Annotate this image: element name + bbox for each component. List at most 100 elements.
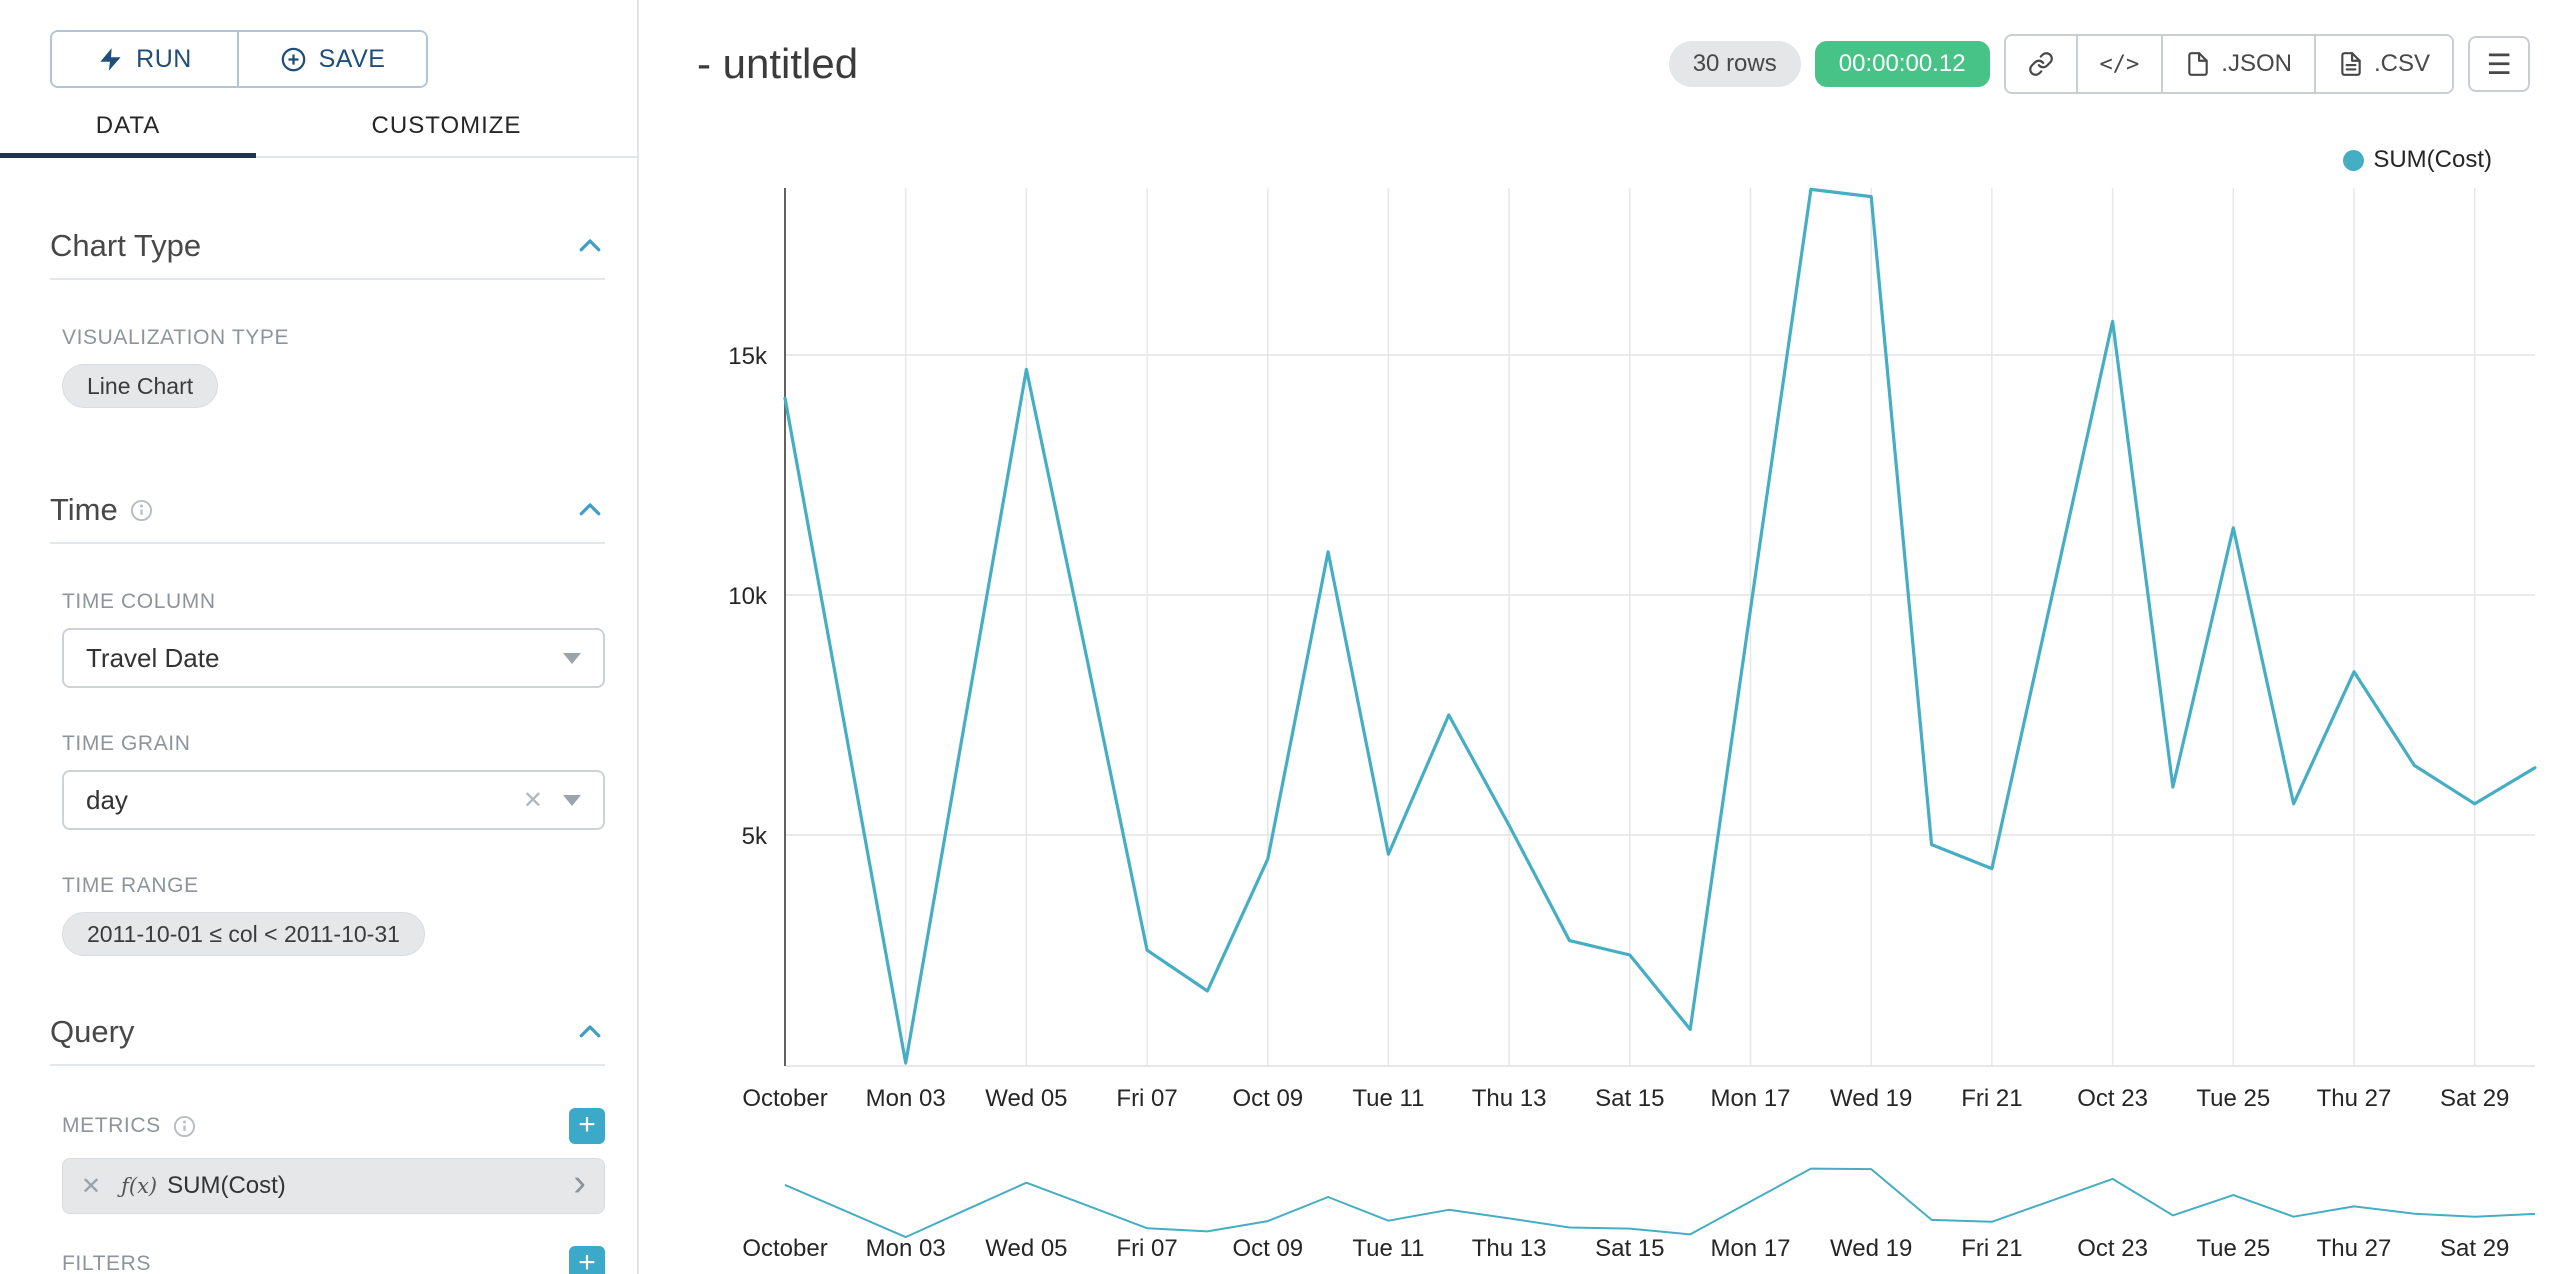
chart-gridlines [784, 188, 2535, 1067]
svg-text:Sat 15: Sat 15 [1595, 1235, 1664, 1262]
svg-text:Sat 15: Sat 15 [1595, 1085, 1664, 1112]
plus-circle-icon [281, 47, 305, 71]
section-title-time: Time [50, 492, 118, 527]
csv-file-icon [2341, 52, 2361, 76]
row-count-badge: 30 rows [1668, 41, 1801, 87]
run-button-label: RUN [136, 44, 192, 73]
mini-brush-chart[interactable] [784, 1167, 2536, 1239]
run-button[interactable]: RUN [52, 32, 239, 86]
svg-text:Mon 17: Mon 17 [1710, 1085, 1790, 1112]
run-save-button-group: RUN SAVE [50, 30, 428, 88]
svg-text:15k: 15k [728, 343, 768, 370]
tab-customize-label: CUSTOMIZE [371, 112, 522, 139]
fx-icon: ƒ(x) [121, 1174, 158, 1198]
tab-data[interactable]: DATA [0, 96, 256, 158]
viz-type-pill[interactable]: Line Chart [62, 364, 219, 408]
chart-axes: October October Mon 03 Mon 03 Wed 05 Wed 05 Fr… [728, 188, 2509, 1262]
bolt-icon [100, 47, 121, 71]
chart-panel: - untitled 30 rows 00:00:00.12 </> .JSON [639, 0, 2576, 1274]
tab-customize[interactable]: CUSTOMIZE [256, 96, 637, 156]
chart-header: - untitled 30 rows 00:00:00.12 </> .JSON [639, 0, 2576, 94]
svg-text:Thu 13: Thu 13 [1472, 1235, 1547, 1262]
filters-label-row: FILTERS + [62, 1246, 605, 1274]
export-button-group: </> .JSON .CSV [2003, 34, 2454, 94]
caret-down-icon [563, 794, 581, 806]
link-icon [2028, 52, 2053, 76]
main-line-series[interactable] [783, 187, 2537, 1065]
legend-dot [2343, 149, 2365, 171]
svg-text:October: October [742, 1085, 827, 1112]
svg-text:October: October [742, 1235, 827, 1262]
caret-down-icon [563, 652, 581, 664]
svg-text:Oct 09: Oct 09 [1232, 1085, 1303, 1112]
save-button[interactable]: SAVE [239, 32, 426, 86]
info-icon [130, 499, 152, 521]
code-icon: </> [2099, 51, 2140, 77]
section-time-header: Time [50, 492, 605, 528]
svg-text:Oct 23: Oct 23 [2077, 1235, 2148, 1262]
svg-text:Fri 21: Fri 21 [1961, 1085, 2022, 1112]
export-csv-button[interactable]: .CSV [2315, 36, 2452, 92]
chart-title[interactable]: - untitled [697, 40, 859, 87]
section-divider [50, 278, 605, 280]
svg-text:Oct 23: Oct 23 [2077, 1085, 2148, 1112]
export-json-label: .JSON [2221, 50, 2292, 77]
metrics-label: METRICS [62, 1114, 161, 1137]
time-grain-label: TIME GRAIN [62, 732, 191, 755]
svg-text:Wed 05: Wed 05 [985, 1235, 1067, 1262]
time-range-pill[interactable]: 2011-10-01 ≤ col < 2011-10-31 [62, 912, 425, 956]
svg-text:Thu 27: Thu 27 [2317, 1085, 2392, 1112]
query-actions: RUN SAVE [0, 0, 637, 88]
add-metric-button[interactable]: + [569, 1108, 605, 1144]
section-divider [50, 542, 605, 544]
section-chart-type-header: Chart Type [50, 228, 605, 264]
svg-text:Wed 19: Wed 19 [1830, 1235, 1912, 1262]
chevron-up-icon[interactable] [575, 495, 605, 525]
svg-text:Mon 17: Mon 17 [1710, 1235, 1790, 1262]
svg-text:Tue 25: Tue 25 [2196, 1085, 2270, 1112]
filters-label: FILTERS [62, 1252, 151, 1274]
control-panel-sidebar: RUN SAVE DATA CUSTOMIZE Chart Type [0, 0, 639, 1274]
json-file-icon [2188, 52, 2209, 76]
section-title-query: Query [50, 1014, 135, 1049]
short-url-button[interactable] [2005, 36, 2078, 92]
time-grain-select[interactable]: day ✕ [62, 770, 605, 830]
remove-metric-icon[interactable]: ✕ [81, 1172, 102, 1200]
chart-legend[interactable]: SUM(Cost) [2343, 146, 2492, 174]
chevron-right-icon[interactable]: › [573, 1162, 586, 1204]
more-options-button[interactable]: ☰ [2468, 36, 2530, 92]
section-query-header: Query [50, 1014, 605, 1050]
svg-text:Fri 07: Fri 07 [1116, 1235, 1177, 1262]
chevron-up-icon[interactable] [575, 231, 605, 261]
chart-header-actions: 30 rows 00:00:00.12 </> .JSON . [1668, 34, 2530, 94]
time-column-select[interactable]: Travel Date [62, 628, 605, 688]
export-csv-label: .CSV [2373, 50, 2430, 77]
tab-data-label: DATA [95, 112, 161, 139]
svg-text:Oct 09: Oct 09 [1232, 1235, 1303, 1262]
time-column-value: Travel Date [86, 642, 220, 673]
line-chart[interactable]: October October Mon 03 Mon 03 Wed 05 Wed 05 Fr… [639, 0, 2574, 1274]
export-json-button[interactable]: .JSON [2163, 36, 2316, 92]
metrics-label-row: METRICS + [62, 1108, 605, 1144]
metric-chip[interactable]: ✕ ƒ(x) SUM(Cost) › [62, 1158, 605, 1214]
clear-icon[interactable]: ✕ [522, 786, 543, 814]
add-filter-button[interactable]: + [569, 1246, 605, 1274]
mini-series-line [784, 1167, 2536, 1239]
metric-chip-label: SUM(Cost) [167, 1172, 286, 1199]
time-column-label: TIME COLUMN [62, 590, 216, 613]
query-timer-badge: 00:00:00.12 [1814, 41, 1990, 87]
svg-text:Sat 29: Sat 29 [2440, 1235, 2509, 1262]
svg-text:Thu 27: Thu 27 [2317, 1235, 2392, 1262]
svg-text:Wed 19: Wed 19 [1830, 1085, 1912, 1112]
svg-text:Thu 13: Thu 13 [1472, 1085, 1547, 1112]
svg-text:Mon 03: Mon 03 [866, 1235, 946, 1262]
chevron-up-icon[interactable] [575, 1017, 605, 1047]
time-grain-value: day [86, 784, 128, 815]
svg-text:Sat 29: Sat 29 [2440, 1085, 2509, 1112]
svg-text:Mon 03: Mon 03 [866, 1085, 946, 1112]
section-title-chart-type: Chart Type [50, 228, 202, 263]
time-range-label: TIME RANGE [62, 874, 199, 897]
view-query-button[interactable]: </> [2077, 36, 2164, 92]
control-panel-content: Chart Type VISUALIZATION TYPE Line Chart… [0, 228, 637, 1274]
